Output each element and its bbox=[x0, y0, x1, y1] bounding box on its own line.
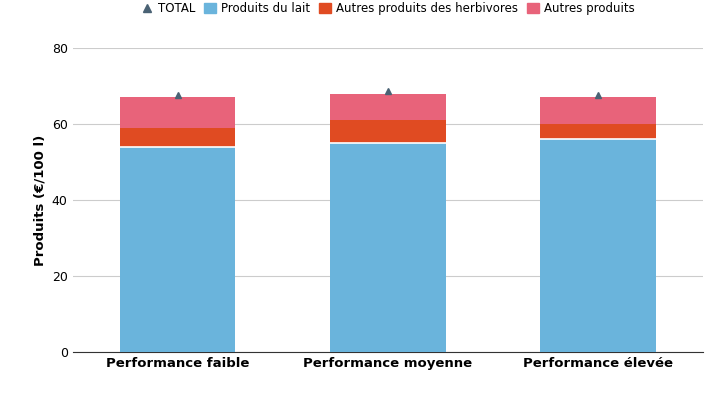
Bar bbox=[540, 139, 656, 352]
Bar bbox=[120, 128, 236, 147]
Y-axis label: Produits (€/100 l): Produits (€/100 l) bbox=[33, 134, 46, 266]
Bar bbox=[120, 97, 236, 128]
Bar bbox=[330, 120, 446, 143]
Bar bbox=[330, 94, 446, 120]
Bar bbox=[540, 124, 656, 139]
Bar bbox=[540, 97, 656, 124]
Legend: TOTAL, Produits du lait, Autres produits des herbivores, Autres produits: TOTAL, Produits du lait, Autres produits… bbox=[141, 2, 634, 15]
Bar bbox=[330, 143, 446, 352]
Bar bbox=[120, 147, 236, 352]
